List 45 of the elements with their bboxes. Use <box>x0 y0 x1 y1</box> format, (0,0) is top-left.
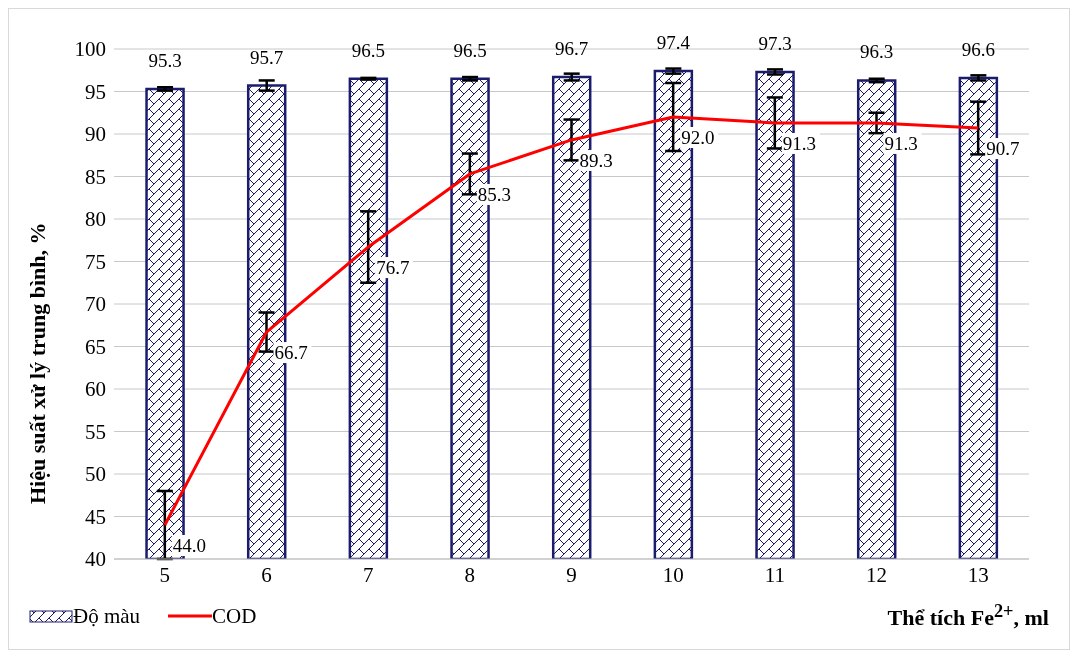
data-label: 89.3 <box>579 149 613 171</box>
legend-label: Độ màu <box>73 603 141 629</box>
x-tick-label: 9 <box>566 562 577 587</box>
data-label: 66.7 <box>274 342 308 364</box>
data-label: 96.7 <box>555 38 589 60</box>
y-tick-label: 85 <box>85 164 106 189</box>
y-tick-label: 80 <box>85 207 106 232</box>
y-axis-title: Hiệu suất xử lý trung bình, % <box>24 222 50 504</box>
legend-label: COD <box>212 603 257 629</box>
y-tick-label: 90 <box>85 122 106 147</box>
x-tick-label: 7 <box>362 562 374 587</box>
y-tick-label: 50 <box>85 462 106 487</box>
x-tick-label: 13 <box>967 562 989 587</box>
data-label: 91.3 <box>884 132 918 154</box>
y-tick-label: 40 <box>85 547 106 572</box>
data-label: 92.0 <box>681 127 715 148</box>
data-label: 90.7 <box>986 138 1020 160</box>
x-tick-label: 10 <box>662 562 684 587</box>
data-label: 95.3 <box>148 49 182 71</box>
y-tick-label: 70 <box>85 292 106 317</box>
data-label: 95.7 <box>250 46 284 68</box>
data-label: 96.5 <box>453 39 487 61</box>
y-tick-label: 95 <box>85 79 106 104</box>
y-tick-label: 55 <box>85 419 106 444</box>
data-label: 96.5 <box>351 39 385 61</box>
y-tick-label: 60 <box>85 377 106 402</box>
x-tick-label: 12 <box>866 562 887 587</box>
data-label: 97.3 <box>758 32 792 54</box>
data-label: 91.3 <box>782 132 817 154</box>
x-tick-label: 6 <box>261 562 272 587</box>
x-tick-label: 11 <box>764 562 785 587</box>
x-axis-title: Thể tích Fe$^{2+}$, ml <box>887 601 1049 632</box>
y-tick-label: 75 <box>85 249 106 274</box>
data-label: 44.0 <box>172 535 207 556</box>
data-label: 96.3 <box>860 41 894 63</box>
y-tick-label: 45 <box>85 504 106 529</box>
line-series <box>163 115 980 527</box>
x-tick-label: 5 <box>159 562 171 587</box>
data-label: 85.3 <box>477 183 512 205</box>
y-tick-label: 65 <box>85 334 106 359</box>
data-label: 97.4 <box>656 32 691 54</box>
data-label: 76.7 <box>376 257 410 279</box>
y-tick-label: 100 <box>74 37 106 62</box>
data-label: 96.6 <box>961 38 995 60</box>
x-tick-label: 8 <box>464 562 476 587</box>
